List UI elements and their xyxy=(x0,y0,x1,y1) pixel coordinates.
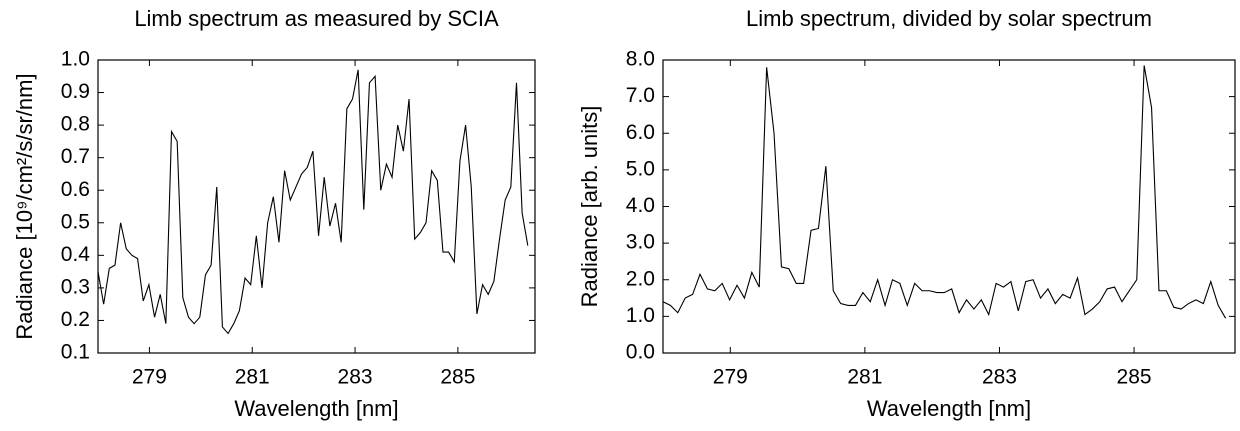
y-tick-label: 3.0 xyxy=(626,231,655,254)
y-tick-label: 0.3 xyxy=(61,275,90,298)
y-axis-label: Radiance [arb. units] xyxy=(577,106,602,308)
y-tick-label: 0.2 xyxy=(61,308,90,331)
x-tick-label: 285 xyxy=(440,366,475,389)
data-line xyxy=(97,69,529,335)
y-tick-label: 0.7 xyxy=(61,145,90,168)
y-tick-label: 0.9 xyxy=(61,80,90,103)
x-axis-label: Wavelength [nm] xyxy=(234,396,398,421)
y-tick-label: 0.0 xyxy=(626,341,655,364)
y-tick-label: 0.4 xyxy=(61,243,91,266)
y-tick-label: 0.6 xyxy=(61,178,90,201)
y-tick-label: 4.0 xyxy=(626,194,655,217)
x-tick-label: 279 xyxy=(132,366,167,389)
y-tick-label: 6.0 xyxy=(626,121,655,144)
x-tick-label: 281 xyxy=(847,366,882,389)
x-tick-label: 279 xyxy=(713,366,748,389)
data-line xyxy=(662,65,1227,319)
y-tick-label: 2.0 xyxy=(626,267,655,290)
y-tick-label: 7.0 xyxy=(626,84,655,107)
y-tick-label: 1.0 xyxy=(61,48,90,71)
plot-frame xyxy=(662,59,1236,354)
chart-title: Limb spectrum as measured by SCIA xyxy=(134,6,499,31)
x-tick-label: 285 xyxy=(1117,366,1152,389)
y-tick-label: 0.1 xyxy=(61,341,90,364)
y-axis-label: Radiance [10⁹/cm²/s/sr/nm] xyxy=(12,73,37,339)
x-tick-label: 283 xyxy=(338,366,373,389)
y-tick-label: 0.8 xyxy=(61,113,90,136)
y-tick-label: 5.0 xyxy=(626,157,655,180)
plot-frame xyxy=(97,59,536,354)
y-tick-label: 8.0 xyxy=(626,48,655,71)
y-tick-label: 1.0 xyxy=(626,304,655,327)
x-axis-label: Wavelength [nm] xyxy=(867,396,1031,421)
x-tick-label: 283 xyxy=(982,366,1017,389)
x-tick-label: 281 xyxy=(235,366,270,389)
y-tick-label: 0.5 xyxy=(61,210,90,233)
chart-title: Limb spectrum, divided by solar spectrum xyxy=(746,6,1152,31)
